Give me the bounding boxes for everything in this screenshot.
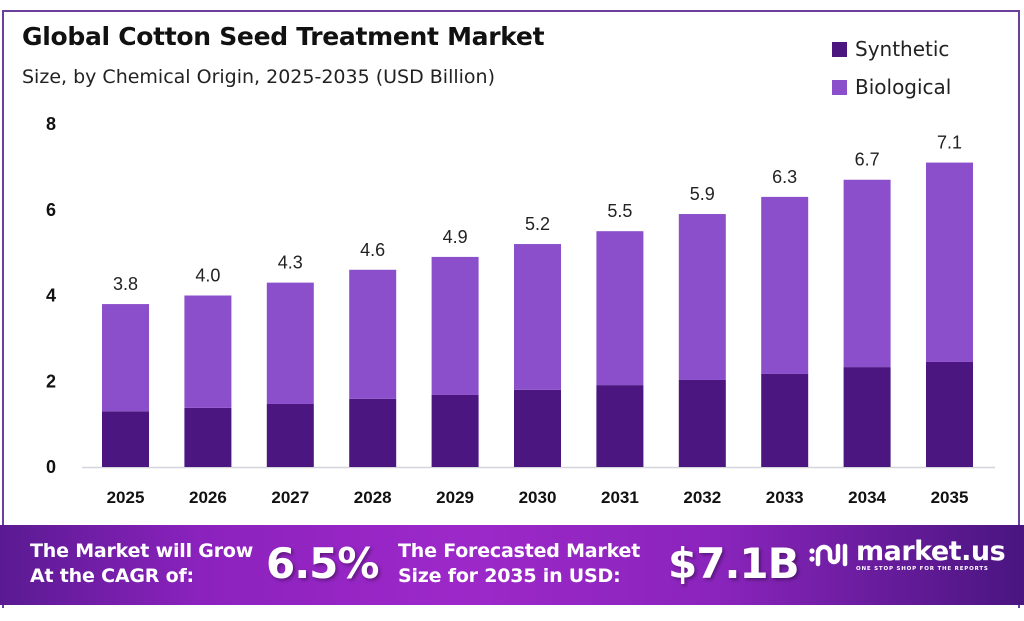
bar-synthetic-2027 <box>266 403 314 467</box>
market-us-logo: market.us ONE STOP SHOP FOR THE REPORTS <box>808 536 1006 572</box>
cagr-label-line2: At the CAGR of: <box>30 565 194 587</box>
bar-synthetic-2032 <box>678 379 726 467</box>
logo-name: market.us <box>856 536 1006 567</box>
bar-synthetic-2035 <box>926 361 973 467</box>
x-tick-label: 2029 <box>436 488 474 507</box>
bar-biological-2026 <box>184 295 232 408</box>
bar-synthetic-2025 <box>102 411 149 467</box>
chart-title: Global Cotton Seed Treatment Market <box>22 22 545 51</box>
bar-biological-2031 <box>596 231 644 386</box>
x-tick-label: 2026 <box>189 488 227 507</box>
y-tick-label: 8 <box>46 114 56 134</box>
cagr-label: The Market will Grow At the CAGR of: <box>30 539 253 589</box>
x-tick-label: 2030 <box>519 488 557 507</box>
bar-biological-2029 <box>431 256 479 395</box>
x-tick-label: 2034 <box>848 488 886 507</box>
bar-synthetic-2029 <box>431 394 479 467</box>
x-tick-label: 2028 <box>354 488 392 507</box>
y-tick-label: 6 <box>46 200 56 220</box>
bar-biological-2034 <box>843 179 891 368</box>
summary-banner: The Market will Grow At the CAGR of: 6.5… <box>0 525 1024 605</box>
market-us-logo-icon <box>809 543 848 567</box>
data-label-total: 5.9 <box>690 184 715 204</box>
data-label-total: 5.2 <box>525 214 550 234</box>
bar-biological-2025 <box>102 304 149 412</box>
bar-biological-2035 <box>926 162 973 362</box>
bar-biological-2030 <box>514 244 561 390</box>
cagr-label-line1: The Market will Grow <box>30 540 254 562</box>
data-label-total: 7.1 <box>937 133 962 153</box>
y-tick-label: 0 <box>46 457 56 477</box>
chart-subtitle: Size, by Chemical Origin, 2025-2035 (USD… <box>22 66 496 88</box>
x-tick-label: 2032 <box>683 488 721 507</box>
x-tick-label: 2025 <box>107 488 145 507</box>
x-tick-label: 2033 <box>766 488 804 507</box>
legend-item-biological: Biological <box>832 68 951 106</box>
logo-tagline: ONE STOP SHOP FOR THE REPORTS <box>856 566 989 572</box>
x-tick-label: 2027 <box>271 488 309 507</box>
forecast-value: $7.1B <box>668 539 800 588</box>
data-label-total: 3.8 <box>113 274 138 294</box>
bar-biological-2027 <box>266 282 314 404</box>
bar-synthetic-2033 <box>761 373 809 467</box>
forecast-label-line2: Size for 2035 in USD: <box>398 565 621 587</box>
legend-label-synthetic: Synthetic <box>855 37 950 61</box>
data-label-total: 4.3 <box>278 253 303 273</box>
data-label-total: 4.9 <box>443 227 468 247</box>
x-tick-label: 2031 <box>601 488 639 507</box>
data-label-total: 6.7 <box>855 150 880 170</box>
bar-biological-2028 <box>349 269 397 399</box>
bar-biological-2032 <box>678 214 726 380</box>
x-tick-label: 2035 <box>931 488 969 507</box>
forecast-label: The Forecasted Market Size for 2035 in U… <box>398 539 640 589</box>
bar-synthetic-2031 <box>596 385 644 467</box>
legend-item-synthetic: Synthetic <box>832 30 951 68</box>
data-label-total: 5.5 <box>607 201 632 221</box>
bar-biological-2033 <box>761 196 809 374</box>
data-label-total: 4.0 <box>195 266 220 286</box>
stacked-bar-chart: 0 2 4 6 8 3.8 2025 4.0 2026 4.3 2027 4.6 2028 4.9 2029… <box>46 114 995 507</box>
data-label-total: 6.3 <box>772 167 797 187</box>
data-label-total: 4.6 <box>360 240 385 260</box>
bar-synthetic-2034 <box>843 367 891 467</box>
legend: Synthetic Biological <box>832 30 951 106</box>
legend-label-biological: Biological <box>855 75 952 99</box>
cagr-value: 6.5% <box>266 539 379 588</box>
forecast-label-line1: The Forecasted Market <box>398 540 641 562</box>
legend-swatch-biological <box>832 79 847 95</box>
y-tick-label: 2 <box>46 371 56 391</box>
bar-synthetic-2030 <box>514 389 561 467</box>
bar-synthetic-2028 <box>349 398 397 467</box>
y-tick-label: 4 <box>46 286 56 306</box>
legend-swatch-synthetic <box>832 41 847 57</box>
bar-synthetic-2026 <box>184 407 232 467</box>
